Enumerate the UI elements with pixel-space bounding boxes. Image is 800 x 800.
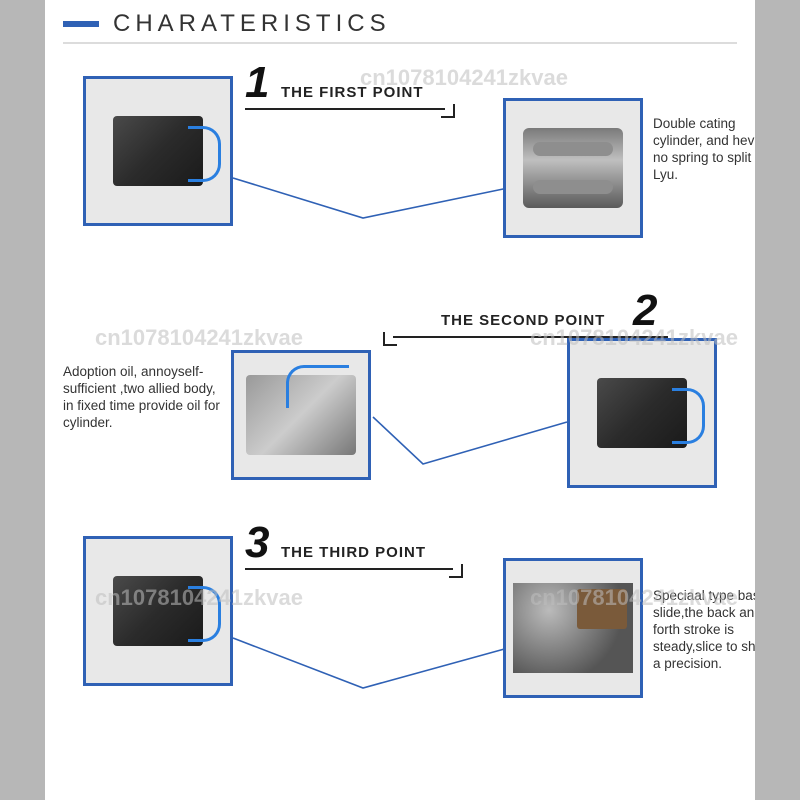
title-underline	[63, 42, 737, 44]
page-title: CHARATERISTICS	[113, 10, 391, 38]
side-gutter-right	[755, 0, 800, 800]
feature-section-3: 3 THE THIRD POINT Speciaal type base, sl…	[63, 528, 737, 738]
title-accent-bar	[63, 21, 99, 27]
feature-2-detail-image	[231, 350, 371, 480]
feature-1-description: Double cating cylinder, and heve no spri…	[653, 116, 768, 184]
feature-1-detail-image	[503, 98, 643, 238]
feature-3-description: Speciaal type base, slide,the back and f…	[653, 588, 771, 672]
feature-section-1: 1 THE FIRST POINT Double cating cylinder…	[63, 68, 737, 278]
side-gutter-left	[0, 0, 45, 800]
main-panel: CHARATERISTICS 1 THE FIRST POINT Double …	[45, 0, 755, 800]
feature-2-description: Adoption oil, annoyself-sufficient ,two …	[63, 364, 221, 432]
feature-section-2: 2 THE SECOND POINT Adoption oil, annoyse…	[63, 292, 737, 502]
header-row: CHARATERISTICS	[63, 10, 737, 38]
feature-3-detail-image	[503, 558, 643, 698]
